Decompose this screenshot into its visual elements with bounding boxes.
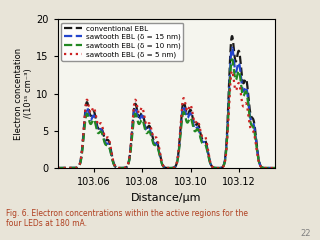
Legend: conventional EBL, sawtooth EBL (δ = 15 nm), sawtooth EBL (δ = 10 nm), sawtooth E: conventional EBL, sawtooth EBL (δ = 15 n…: [61, 23, 183, 61]
Y-axis label: Electron concentation
/(10¹⁵ cm⁻³): Electron concentation /(10¹⁵ cm⁻³): [14, 48, 33, 140]
Text: Fig. 6. Electron concentrations within the active regions for the
four LEDs at 1: Fig. 6. Electron concentrations within t…: [6, 209, 248, 228]
X-axis label: Distance/μm: Distance/μm: [131, 192, 202, 203]
Text: 22: 22: [300, 228, 310, 238]
